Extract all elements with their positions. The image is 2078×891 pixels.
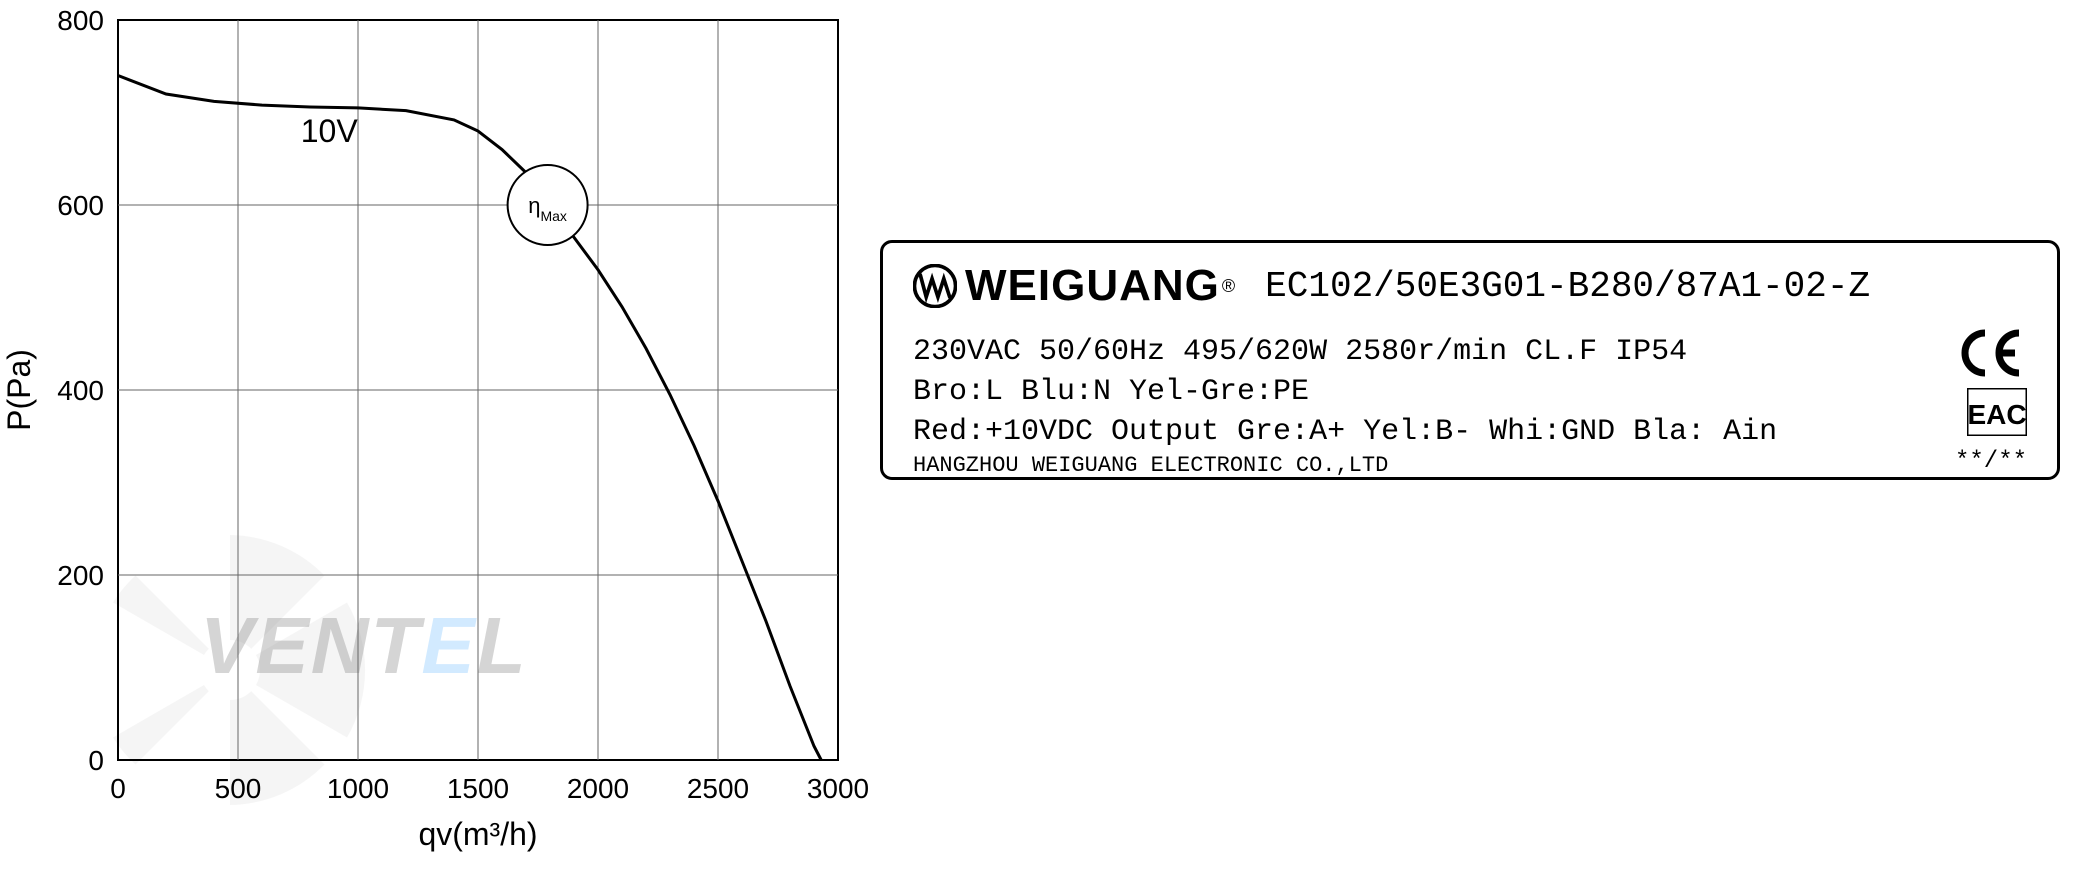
svg-text:800: 800 (57, 5, 104, 36)
weiguang-logo: WEIGUANG® (913, 261, 1235, 311)
model-number: EC102/50E3G01-B280/87A1-02-Z (1265, 266, 1870, 307)
brand-name: WEIGUANG (965, 261, 1220, 311)
svg-text:qv(m³/h): qv(m³/h) (418, 816, 537, 852)
date-code: **/** (1955, 448, 2027, 475)
svg-text:1500: 1500 (447, 773, 509, 804)
svg-text:P(Pa): P(Pa) (1, 349, 37, 431)
svg-text:2000: 2000 (567, 773, 629, 804)
svg-text:0: 0 (110, 773, 126, 804)
svg-text:500: 500 (215, 773, 262, 804)
svg-text:EAC: EAC (1967, 399, 2026, 430)
eac-mark-icon: EAC (1967, 388, 2027, 436)
svg-text:1000: 1000 (327, 773, 389, 804)
svg-text:3000: 3000 (807, 773, 869, 804)
nameplate: WEIGUANG® EC102/50E3G01-B280/87A1-02-Z 2… (880, 240, 2060, 480)
svg-text:10V: 10V (301, 113, 359, 149)
ce-mark-icon (1957, 328, 2027, 390)
svg-text:2500: 2500 (687, 773, 749, 804)
performance-chart: 0 500 1000 1500 2000 2500 3000 0 200 400 600 800 qv(… (0, 0, 900, 891)
svg-text:200: 200 (57, 560, 104, 591)
company-line: HANGZHOU WEIGUANG ELECTRONIC CO.,LTD (913, 453, 1388, 478)
registered-mark: ® (1222, 276, 1235, 297)
weiguang-logo-icon (913, 264, 957, 308)
svg-text:400: 400 (57, 375, 104, 406)
spec-line: 230VAC 50/60Hz 495/620W 2580r/min CL.F I… (913, 335, 1687, 369)
svg-text:600: 600 (57, 190, 104, 221)
svg-text:0: 0 (88, 745, 104, 776)
wiring-line-2: Red:+10VDC Output Gre:A+ Yel:B- Whi:GND … (913, 415, 1777, 449)
wiring-line-1: Bro:L Blu:N Yel-Gre:PE (913, 375, 1309, 409)
